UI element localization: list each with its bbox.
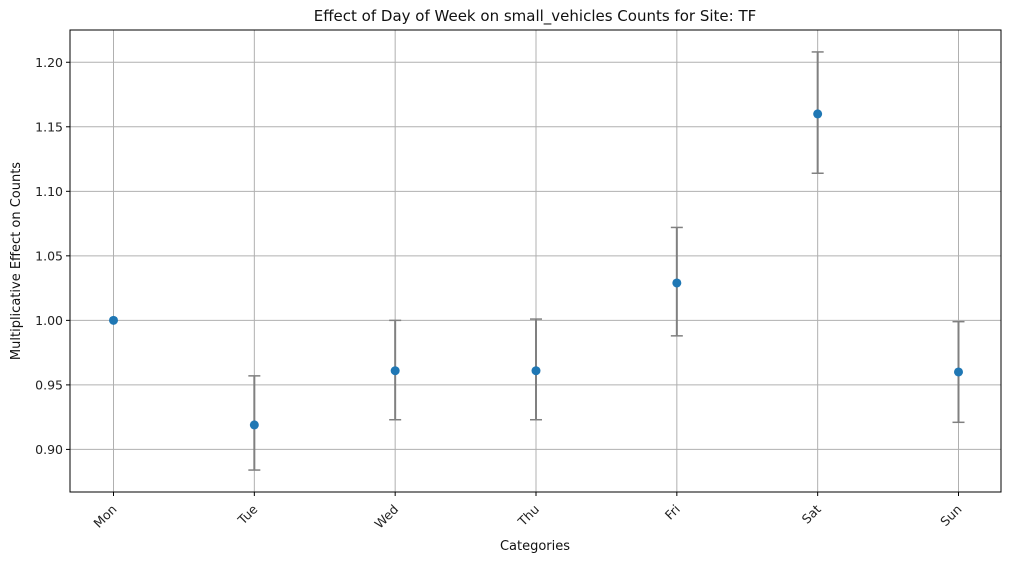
y-tick-label: 1.00 [35, 313, 63, 328]
data-point-sun [954, 367, 963, 377]
data-point-sat [813, 109, 823, 119]
x-tick-label: Wed [371, 502, 401, 532]
y-axis-label: Multiplicative Effect on Counts [9, 162, 24, 360]
data-point-tue [249, 420, 259, 430]
y-tick-label: 0.90 [35, 442, 63, 457]
data-point-wed [390, 366, 400, 376]
y-tick-label: 1.10 [35, 184, 63, 199]
x-tick-label: Sat [799, 501, 824, 526]
y-tick-label: 0.95 [35, 377, 63, 392]
grid [70, 30, 1001, 492]
chart-title: Effect of Day of Week on small_vehicles … [314, 7, 757, 26]
data-point-mon [109, 315, 118, 325]
x-tick-label: Mon [90, 502, 119, 531]
x-tick-label: Tue [234, 501, 261, 528]
y-tick-label: 1.15 [35, 119, 63, 134]
x-tick-label: Sun [937, 502, 964, 529]
x-tick-label: Fri [662, 502, 683, 523]
y-axis: 0.90 0.95 1.00 1.05 1.10 1.15 1.20 [35, 55, 70, 457]
data-point-fri [672, 278, 682, 288]
x-axis-label: Categories [500, 539, 570, 554]
y-tick-label: 1.05 [35, 248, 63, 263]
x-axis: Mon Tue Wed Thu Fri Sat Sun [90, 492, 965, 532]
data-point-thu [531, 366, 541, 376]
data-points [109, 109, 963, 430]
error-bars [248, 51, 965, 471]
y-tick-label: 1.20 [35, 55, 63, 70]
x-tick-label: Thu [514, 502, 542, 530]
